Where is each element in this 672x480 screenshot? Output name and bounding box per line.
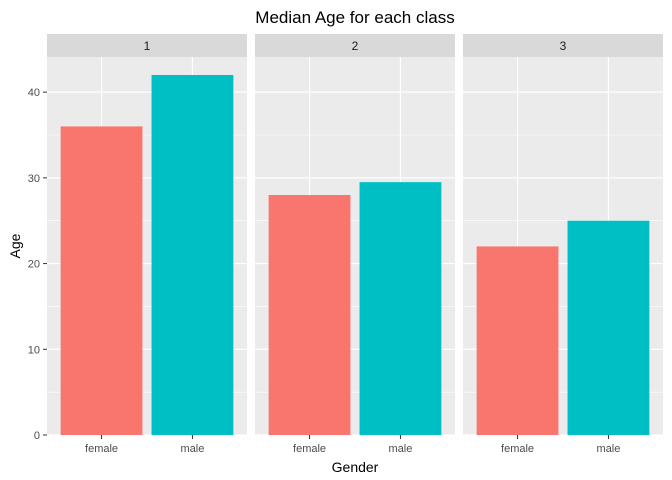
x-tick-label: female — [293, 443, 326, 455]
bar-male-class-3 — [567, 220, 650, 435]
facet-strip-label: 2 — [352, 39, 359, 53]
bar-female-class-3 — [476, 246, 559, 435]
x-tick-label: male — [181, 443, 205, 455]
facet-panel-3: 3 female male — [463, 34, 663, 455]
facet-panel-1: 1 female male — [47, 34, 247, 455]
facet-strip — [255, 34, 455, 57]
x-tick-label: male — [597, 443, 621, 455]
facet-strip — [463, 34, 663, 57]
chart-title: Median Age for each class — [255, 8, 454, 27]
y-tick-label: 0 — [34, 430, 40, 442]
y-tick-label: 20 — [28, 259, 40, 271]
facet-panel-2: 2 female male — [255, 34, 455, 455]
bar-female-class-2 — [268, 195, 351, 435]
y-tick-label: 10 — [28, 344, 40, 356]
facet-strip — [47, 34, 247, 57]
facet-panels: 1 female male 2 female male 3 female male — [47, 34, 663, 455]
facet-strip-label: 3 — [560, 39, 567, 53]
y-tick-label: 30 — [28, 173, 40, 185]
bar-male-class-2 — [359, 182, 442, 435]
bar-male-class-1 — [151, 75, 234, 435]
x-axis-title: Gender — [332, 459, 379, 475]
x-tick-label: female — [501, 443, 534, 455]
bar-female-class-1 — [60, 126, 143, 435]
x-tick-label: male — [389, 443, 413, 455]
y-axis-title: Age — [7, 233, 23, 258]
facet-strip-label: 1 — [144, 39, 151, 53]
x-tick-label: female — [85, 443, 118, 455]
y-axis: 0 10 20 30 40 — [28, 87, 47, 442]
y-tick-label: 40 — [28, 87, 40, 99]
